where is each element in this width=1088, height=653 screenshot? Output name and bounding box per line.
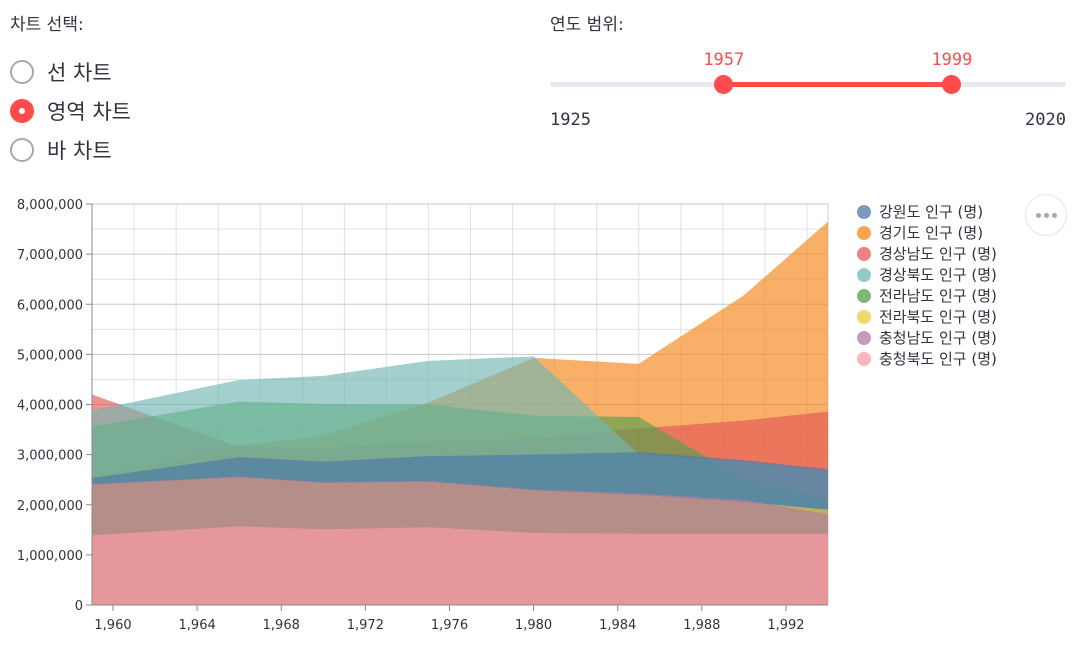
x-tick-label: 1,964 [179,618,216,633]
slider-min-label: 1925 [550,110,591,130]
x-tick-label: 1,988 [683,618,720,633]
area-chart: 1,960 1,964 1,968 1,972 1,976 1,980 1,984 1,988… [17,198,997,633]
radio-area-chart-label: 영역 차트 [47,99,131,124]
radio-circle-icon[interactable] [10,59,34,84]
legend-swatch-icon [857,331,871,345]
radio-line-chart-label: 선 차트 [47,60,112,85]
legend-label: 전라남도 인구 (명) [879,287,997,305]
slider-selected-range [723,82,952,87]
legend-swatch-icon [857,289,871,303]
legend-swatch-icon [857,352,871,366]
legend-label: 경기도 인구 (명) [879,224,983,242]
chart-axes: 1,960 1,964 1,968 1,972 1,976 1,980 1,984 1,988… [17,198,828,633]
x-tick-label: 1,992 [767,618,804,633]
slider-low-value: 1957 [703,50,745,70]
more-dot-icon [1043,212,1049,218]
year-range-label: 연도 범위: [550,15,624,35]
radio-bar-chart-label: 바 차트 [47,138,112,163]
legend-label: 충청북도 인구 (명) [879,350,997,368]
legend-label: 강원도 인구 (명) [879,203,983,221]
radio-bar-chart[interactable]: 바 차트 [10,130,310,169]
slider-high-handle[interactable] [942,75,962,94]
y-tick-label: 6,000,000 [17,298,83,313]
chart-type-selector: 차트 선택: 선 차트 영역 차트 바 차트 [10,10,310,169]
legend-swatch-icon [857,226,871,240]
slider-high-value: 1999 [931,50,973,70]
x-tick-label: 1,980 [515,618,552,633]
radio-circle-icon[interactable] [10,137,34,162]
radio-area-chart[interactable]: 영역 차트 [10,91,310,130]
radio-selected-icon[interactable] [10,98,34,123]
slider-low-handle[interactable] [714,75,734,94]
y-tick-label: 3,000,000 [17,449,83,464]
y-tick-label: 2,000,000 [17,499,83,514]
x-tick-label: 1,976 [431,618,468,633]
legend-swatch-icon [857,268,871,282]
x-tick-label: 1,972 [347,618,384,633]
y-tick-label: 8,000,000 [17,198,83,213]
legend-label: 경상남도 인구 (명) [879,245,997,263]
legend-swatch-icon [857,247,871,261]
radio-line-chart[interactable]: 선 차트 [10,52,310,91]
legend-label: 전라북도 인구 (명) [879,308,997,326]
more-options-button[interactable] [1025,194,1067,236]
legend-label: 경상북도 인구 (명) [879,266,997,284]
y-tick-label: 7,000,000 [17,248,83,263]
y-tick-label: 4,000,000 [17,399,83,414]
chart-areas [92,221,828,605]
legend-swatch-icon [857,205,871,219]
x-tick-label: 1,960 [94,618,131,633]
area-series-7 [92,526,828,605]
legend-swatch-icon [857,310,871,324]
x-tick-label: 1,968 [263,618,300,633]
more-dot-icon [1051,212,1057,218]
y-tick-label: 1,000,000 [17,549,83,564]
x-tick-label: 1,984 [599,618,636,633]
legend-label: 충청남도 인구 (명) [879,329,997,347]
more-dot-icon [1035,212,1041,218]
y-tick-label: 0 [75,599,83,614]
y-tick-label: 5,000,000 [17,348,83,363]
chart-select-label: 차트 선택: [10,15,84,35]
slider-max-label: 2020 [1025,110,1066,130]
year-range-slider: 연도 범위: 1957 1999 1925 2020 [550,10,1068,140]
chart-legend: 강원도 인구 (명) 경기도 인구 (명) 경상남도 인구 (명) 경상북도 인구 (… [857,203,997,368]
